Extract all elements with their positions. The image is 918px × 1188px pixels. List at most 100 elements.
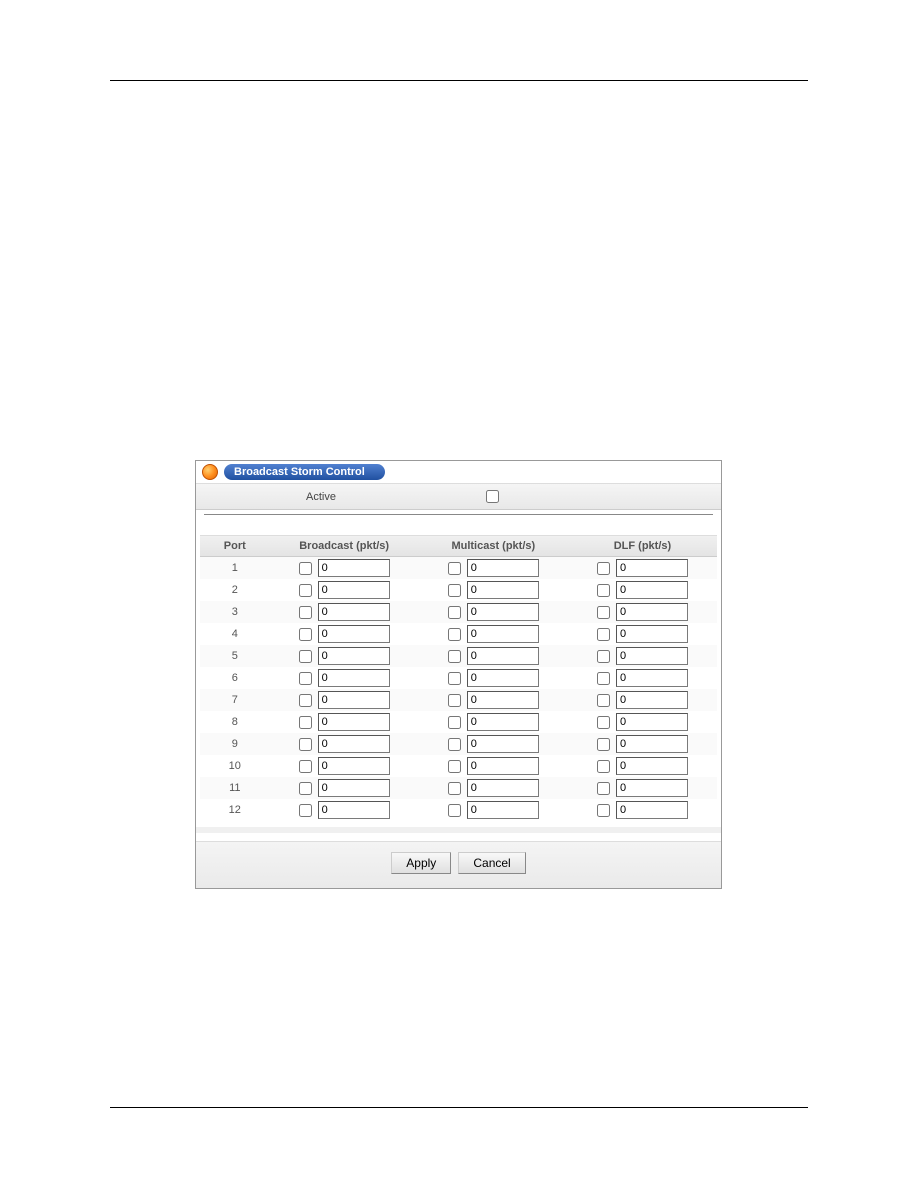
multicast-checkbox[interactable] bbox=[448, 562, 461, 575]
multicast-input[interactable] bbox=[467, 625, 539, 643]
multicast-cell bbox=[419, 669, 568, 687]
multicast-checkbox[interactable] bbox=[448, 738, 461, 751]
multicast-input[interactable] bbox=[467, 735, 539, 753]
dlf-input[interactable] bbox=[616, 603, 688, 621]
multicast-input[interactable] bbox=[467, 581, 539, 599]
broadcast-input[interactable] bbox=[318, 801, 390, 819]
active-checkbox[interactable] bbox=[486, 490, 499, 503]
multicast-checkbox[interactable] bbox=[448, 628, 461, 641]
broadcast-input[interactable] bbox=[318, 779, 390, 797]
multicast-checkbox[interactable] bbox=[448, 584, 461, 597]
dlf-input[interactable] bbox=[616, 779, 688, 797]
port-cell: 8 bbox=[200, 716, 270, 728]
broadcast-input[interactable] bbox=[318, 581, 390, 599]
multicast-input[interactable] bbox=[467, 559, 539, 577]
broadcast-checkbox[interactable] bbox=[299, 782, 312, 795]
dlf-cell bbox=[568, 625, 717, 643]
page-bottom-rule bbox=[110, 1107, 808, 1108]
multicast-checkbox[interactable] bbox=[448, 760, 461, 773]
broadcast-input[interactable] bbox=[318, 669, 390, 687]
multicast-input[interactable] bbox=[467, 647, 539, 665]
dlf-input[interactable] bbox=[616, 691, 688, 709]
dlf-input[interactable] bbox=[616, 647, 688, 665]
multicast-checkbox[interactable] bbox=[448, 606, 461, 619]
broadcast-cell bbox=[270, 603, 419, 621]
dlf-input[interactable] bbox=[616, 801, 688, 819]
dlf-checkbox[interactable] bbox=[597, 716, 610, 729]
table-row: 6 bbox=[200, 667, 717, 689]
dlf-checkbox[interactable] bbox=[597, 782, 610, 795]
multicast-checkbox[interactable] bbox=[448, 694, 461, 707]
dlf-checkbox[interactable] bbox=[597, 760, 610, 773]
broadcast-checkbox[interactable] bbox=[299, 606, 312, 619]
dlf-checkbox[interactable] bbox=[597, 650, 610, 663]
dlf-input[interactable] bbox=[616, 757, 688, 775]
broadcast-checkbox[interactable] bbox=[299, 716, 312, 729]
table-header-row: Port Broadcast (pkt/s) Multicast (pkt/s)… bbox=[200, 535, 717, 557]
dlf-input[interactable] bbox=[616, 625, 688, 643]
dlf-input[interactable] bbox=[616, 669, 688, 687]
dlf-cell bbox=[568, 713, 717, 731]
broadcast-checkbox[interactable] bbox=[299, 694, 312, 707]
broadcast-input[interactable] bbox=[318, 647, 390, 665]
dlf-checkbox[interactable] bbox=[597, 606, 610, 619]
dlf-cell bbox=[568, 801, 717, 819]
multicast-input[interactable] bbox=[467, 757, 539, 775]
broadcast-input[interactable] bbox=[318, 735, 390, 753]
broadcast-cell bbox=[270, 713, 419, 731]
multicast-input[interactable] bbox=[467, 669, 539, 687]
multicast-checkbox[interactable] bbox=[448, 650, 461, 663]
table-row: 11 bbox=[200, 777, 717, 799]
multicast-cell bbox=[419, 735, 568, 753]
multicast-input[interactable] bbox=[467, 779, 539, 797]
dlf-checkbox[interactable] bbox=[597, 562, 610, 575]
table-row: 9 bbox=[200, 733, 717, 755]
multicast-checkbox[interactable] bbox=[448, 716, 461, 729]
multicast-input[interactable] bbox=[467, 801, 539, 819]
broadcast-checkbox[interactable] bbox=[299, 650, 312, 663]
broadcast-cell bbox=[270, 801, 419, 819]
multicast-cell bbox=[419, 801, 568, 819]
broadcast-input[interactable] bbox=[318, 691, 390, 709]
cancel-button[interactable]: Cancel bbox=[458, 852, 525, 874]
broadcast-checkbox[interactable] bbox=[299, 760, 312, 773]
button-row: Apply Cancel bbox=[196, 841, 721, 888]
broadcast-checkbox[interactable] bbox=[299, 738, 312, 751]
col-header-port: Port bbox=[200, 540, 270, 552]
broadcast-input[interactable] bbox=[318, 603, 390, 621]
dlf-cell bbox=[568, 647, 717, 665]
dlf-checkbox[interactable] bbox=[597, 628, 610, 641]
broadcast-cell bbox=[270, 581, 419, 599]
apply-button[interactable]: Apply bbox=[391, 852, 451, 874]
dlf-input[interactable] bbox=[616, 713, 688, 731]
broadcast-input[interactable] bbox=[318, 559, 390, 577]
broadcast-checkbox[interactable] bbox=[299, 562, 312, 575]
broadcast-checkbox[interactable] bbox=[299, 804, 312, 817]
broadcast-checkbox[interactable] bbox=[299, 628, 312, 641]
multicast-input[interactable] bbox=[467, 691, 539, 709]
dlf-checkbox[interactable] bbox=[597, 804, 610, 817]
broadcast-input[interactable] bbox=[318, 713, 390, 731]
dlf-cell bbox=[568, 779, 717, 797]
multicast-checkbox[interactable] bbox=[448, 782, 461, 795]
multicast-input[interactable] bbox=[467, 713, 539, 731]
broadcast-checkbox[interactable] bbox=[299, 672, 312, 685]
dlf-checkbox[interactable] bbox=[597, 738, 610, 751]
multicast-checkbox[interactable] bbox=[448, 672, 461, 685]
multicast-checkbox[interactable] bbox=[448, 804, 461, 817]
broadcast-input[interactable] bbox=[318, 625, 390, 643]
port-cell: 1 bbox=[200, 562, 270, 574]
broadcast-input[interactable] bbox=[318, 757, 390, 775]
dlf-input[interactable] bbox=[616, 735, 688, 753]
dlf-input[interactable] bbox=[616, 559, 688, 577]
multicast-input[interactable] bbox=[467, 603, 539, 621]
broadcast-cell bbox=[270, 559, 419, 577]
dlf-checkbox[interactable] bbox=[597, 694, 610, 707]
table-row: 4 bbox=[200, 623, 717, 645]
dlf-input[interactable] bbox=[616, 581, 688, 599]
broadcast-checkbox[interactable] bbox=[299, 584, 312, 597]
port-cell: 3 bbox=[200, 606, 270, 618]
dlf-checkbox[interactable] bbox=[597, 672, 610, 685]
dlf-checkbox[interactable] bbox=[597, 584, 610, 597]
multicast-cell bbox=[419, 691, 568, 709]
